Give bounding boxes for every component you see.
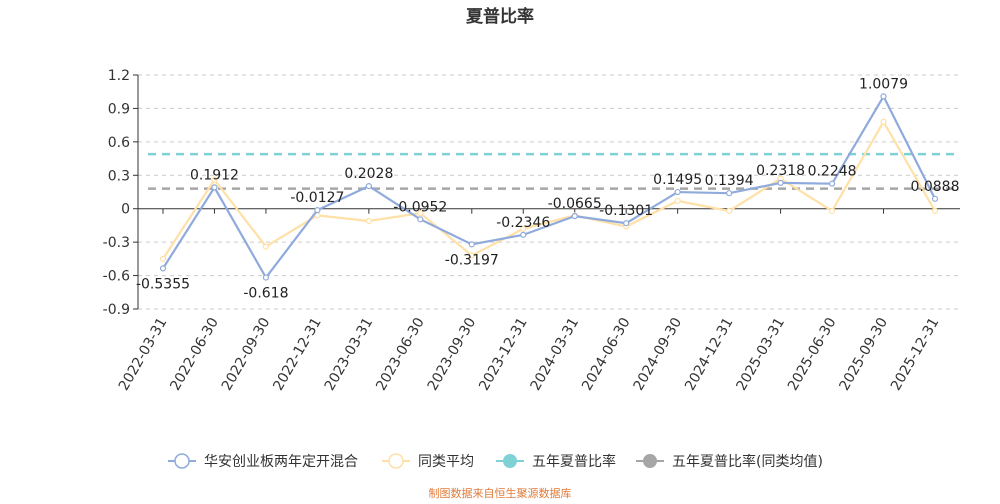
x-tick-label: 2025-03-31	[734, 315, 789, 393]
peer-average-line-point	[828, 207, 836, 215]
legend-item[interactable]: 五年夏普比率(同类均值)	[636, 453, 823, 470]
grid-lines	[138, 74, 960, 310]
peer-average-line-point	[674, 197, 681, 205]
fund-line-point	[726, 190, 733, 197]
series-lines	[159, 93, 939, 281]
x-tick-label: 2024-09-30	[631, 315, 686, 393]
x-tick-label: 2024-03-31	[528, 315, 583, 393]
x-tick-label: 2023-12-31	[476, 315, 531, 393]
x-tick-label: 2023-06-30	[373, 315, 428, 393]
fund-line-point	[211, 184, 218, 191]
data-label: 0.1495	[653, 172, 702, 188]
y-tick-label: -0.6	[103, 269, 130, 285]
legend-item[interactable]: 华安创业板两年定开混合	[168, 453, 358, 470]
x-tick-label: 2023-03-31	[322, 315, 377, 393]
peer-average-line-point	[262, 243, 270, 250]
fund-line-point	[674, 188, 681, 196]
fund-line-point	[931, 195, 939, 202]
data-label: 0.2318	[756, 163, 805, 179]
data-label: -0.0665	[548, 196, 602, 212]
fund-line-point	[365, 183, 372, 190]
fund-line-point	[314, 207, 321, 214]
y-tick-label: 1.2	[108, 68, 130, 84]
y-tick-label: 0.9	[108, 101, 130, 117]
legend-item[interactable]: 同类平均	[382, 453, 474, 470]
legend-label: 同类平均	[418, 454, 474, 470]
x-tick-label: 2022-09-30	[219, 315, 274, 393]
data-label: -0.0952	[393, 199, 447, 215]
x-tick-label: 2024-06-30	[579, 315, 634, 393]
legend-item[interactable]: 五年夏普比率	[496, 453, 616, 470]
y-tick-label: -0.3	[103, 235, 130, 251]
fund-line-point	[623, 220, 630, 227]
data-label: 0.2248	[808, 164, 857, 180]
fund-line-point	[159, 265, 167, 272]
legend-label: 五年夏普比率	[532, 453, 616, 470]
data-label: 1.0079	[859, 76, 908, 92]
data-label: 0.1912	[190, 167, 239, 183]
data-label: 0.1394	[705, 173, 754, 189]
peer-average-line	[162, 119, 936, 260]
legend-label: 五年夏普比率(同类均值)	[672, 453, 823, 470]
y-tick-label: 0.3	[108, 168, 130, 184]
legend-label: 华安创业板两年定开混合	[204, 454, 358, 470]
data-label: -0.1301	[599, 203, 653, 219]
legend-marker	[388, 453, 404, 469]
fund-line-point	[417, 216, 424, 223]
x-tick-label: 2022-03-31	[116, 315, 171, 393]
peer-average-line-point	[365, 217, 372, 225]
data-label: -0.0127	[290, 190, 344, 206]
data-label: -0.5355	[136, 276, 190, 292]
data-label: -0.3197	[445, 252, 499, 268]
x-tick-label: 2025-09-30	[836, 315, 891, 393]
source-note: 制图数据来自恒生聚源数据库	[429, 486, 572, 500]
fund-line-point	[571, 213, 578, 220]
peer-average-line-point	[159, 255, 167, 262]
fund-line-point	[468, 241, 475, 248]
peer-average-line-point	[520, 225, 527, 232]
data-label: 0.0888	[911, 179, 960, 195]
x-tick-label: 2025-06-30	[785, 315, 840, 393]
x-tick-label: 2025-12-31	[888, 315, 943, 393]
data-label: -0.2346	[496, 215, 550, 231]
x-tick-label: 2022-12-31	[270, 315, 325, 393]
y-tick-label: 0	[121, 202, 130, 218]
peer-average-line-point	[726, 207, 733, 215]
x-tick-label: 2023-09-30	[425, 315, 480, 393]
reference-lines	[148, 152, 960, 190]
legend[interactable]: 华安创业板两年定开混合 同类平均 五年夏普比率 五年夏普比率(同类均值)	[168, 453, 823, 470]
peer-average-line-point	[468, 252, 475, 259]
y-tick-label: -0.9	[103, 302, 130, 318]
fund-line	[162, 94, 936, 280]
data-label: 0.2028	[344, 166, 393, 182]
y-tick-label: 0.6	[108, 135, 130, 151]
legend-marker	[503, 454, 517, 468]
x-tick-label: 2024-12-31	[682, 315, 737, 393]
legend-marker	[643, 454, 657, 468]
peer-average-line-point	[211, 176, 218, 183]
fund-line-point	[262, 274, 270, 281]
legend-marker	[174, 453, 190, 469]
chart-title: 夏普比率	[466, 6, 534, 27]
peer-average-line-point	[931, 207, 939, 215]
peer-average-line-point	[880, 118, 887, 125]
fund-line-point	[520, 231, 527, 238]
data-label: -0.618	[243, 286, 288, 302]
fund-line-point	[777, 179, 784, 186]
peer-average-line-point	[417, 210, 424, 217]
fund-line-point	[880, 93, 887, 100]
fund-line-point	[828, 180, 836, 187]
x-tick-label: 2022-06-30	[167, 315, 222, 393]
